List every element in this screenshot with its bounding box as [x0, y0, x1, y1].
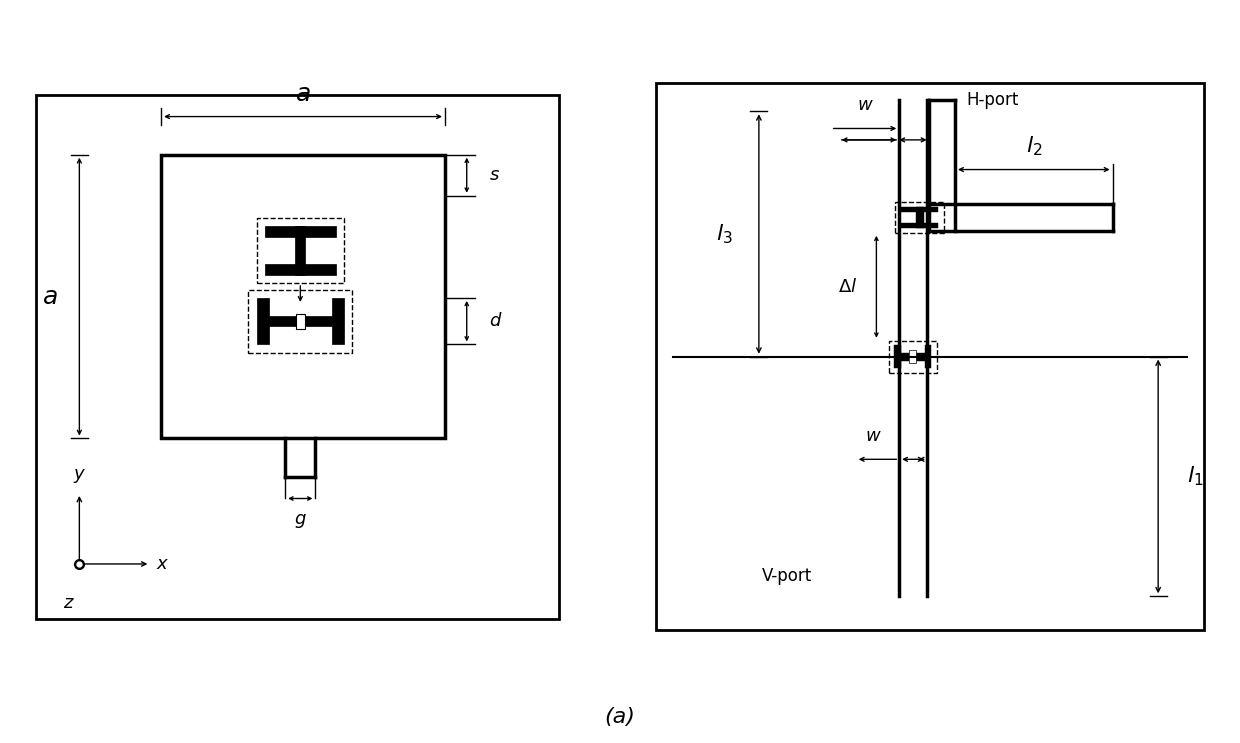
Bar	[248, 290, 352, 352]
Bar	[257, 218, 343, 283]
Text: $z$: $z$	[62, 594, 74, 612]
Text: $\Delta l$: $\Delta l$	[838, 278, 858, 296]
Text: (a): (a)	[605, 707, 635, 727]
Text: H-port: H-port	[966, 91, 1019, 109]
Bar	[265, 264, 336, 275]
Bar	[916, 353, 925, 360]
Bar	[332, 298, 343, 344]
Text: $l_1$: $l_1$	[1187, 464, 1203, 488]
Bar	[897, 204, 942, 231]
Text: $w$: $w$	[864, 427, 882, 445]
Bar	[895, 202, 944, 233]
Text: $g$: $g$	[294, 512, 306, 531]
Bar	[257, 298, 269, 344]
Bar	[295, 226, 305, 275]
Bar	[890, 343, 936, 371]
Bar	[901, 353, 909, 360]
Text: $w$: $w$	[857, 97, 873, 114]
Text: $l_3$: $l_3$	[717, 222, 733, 246]
Bar	[901, 223, 939, 228]
Text: V-port: V-port	[763, 567, 812, 585]
Bar	[296, 314, 305, 329]
Bar	[161, 155, 445, 438]
Text: $s$: $s$	[489, 166, 500, 184]
Bar	[889, 341, 937, 372]
Text: $a$: $a$	[42, 285, 57, 308]
Text: $a$: $a$	[295, 82, 311, 106]
Bar	[305, 317, 332, 326]
Text: $y$: $y$	[73, 467, 86, 485]
Text: $x$: $x$	[156, 555, 169, 573]
Bar	[915, 207, 924, 228]
Bar	[901, 207, 939, 212]
Bar	[894, 345, 901, 368]
Bar	[909, 350, 916, 363]
Text: $l_2$: $l_2$	[1025, 134, 1042, 158]
Bar	[925, 345, 931, 368]
Text: $d$: $d$	[489, 312, 502, 330]
Bar	[265, 226, 336, 236]
Bar	[269, 317, 296, 326]
